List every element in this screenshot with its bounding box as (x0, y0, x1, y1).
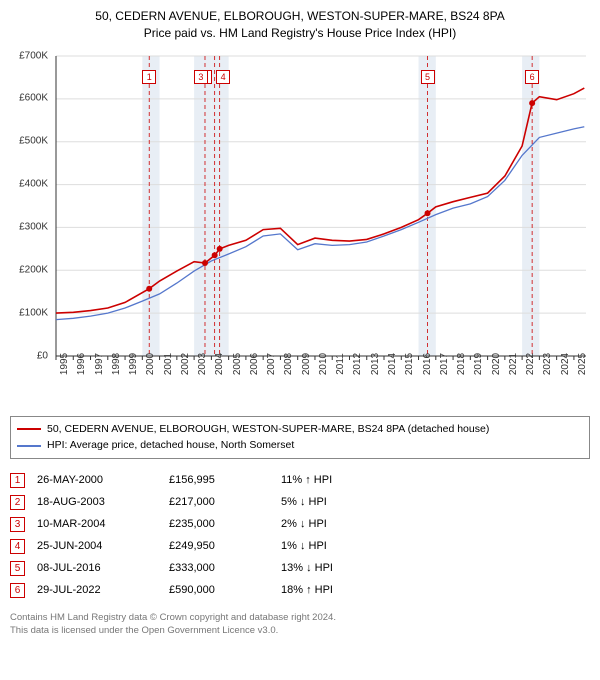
sale-marker-box: 4 (216, 70, 230, 84)
x-axis-label: 2020 (491, 352, 502, 374)
x-axis-label: 2006 (249, 352, 260, 374)
y-axis-label: £600K (8, 93, 48, 104)
x-axis-label: 2010 (318, 352, 329, 374)
y-axis-label: £0 (8, 350, 48, 361)
sale-marker-box: 6 (525, 70, 539, 84)
tx-number-box: 4 (10, 539, 25, 554)
tx-date: 25-JUN-2004 (37, 540, 157, 552)
legend-swatch (17, 428, 41, 430)
tx-price: £590,000 (169, 584, 269, 596)
y-axis-label: £200K (8, 264, 48, 275)
x-axis-label: 2009 (301, 352, 312, 374)
sale-marker-box: 1 (142, 70, 156, 84)
legend-item-hpi: HPI: Average price, detached house, Nort… (17, 437, 583, 454)
x-axis-label: 2022 (525, 352, 536, 374)
x-axis-label: 2021 (508, 352, 519, 374)
x-axis-label: 2017 (439, 352, 450, 374)
tx-number-box: 1 (10, 473, 25, 488)
y-axis-label: £300K (8, 222, 48, 233)
x-axis-label: 2005 (232, 352, 243, 374)
tx-diff: 5% ↓ HPI (281, 496, 381, 508)
x-axis-label: 2024 (560, 352, 571, 374)
tx-price: £235,000 (169, 518, 269, 530)
tx-price: £333,000 (169, 562, 269, 574)
x-axis-label: 2011 (335, 353, 346, 375)
tx-price: £217,000 (169, 496, 269, 508)
tx-date: 08-JUL-2016 (37, 562, 157, 574)
x-axis-label: 1995 (59, 352, 70, 374)
x-axis-label: 2000 (145, 352, 156, 374)
x-axis-label: 2001 (163, 352, 174, 374)
x-axis-label: 2014 (387, 352, 398, 374)
tx-diff: 18% ↑ HPI (281, 584, 381, 596)
x-axis-label: 2013 (370, 352, 381, 374)
legend-swatch (17, 445, 41, 447)
tx-price: £249,950 (169, 540, 269, 552)
x-axis-label: 2018 (456, 352, 467, 374)
y-axis-label: £700K (8, 50, 48, 61)
price-chart: £0 £100K £200K £300K £400K £500K £600K £700K 199… (10, 48, 590, 408)
legend-label: 50, CEDERN AVENUE, ELBOROUGH, WESTON-SUP… (47, 421, 489, 438)
title-line2: Price paid vs. HM Land Registry's House … (10, 25, 590, 42)
transaction-table: 1 26-MAY-2000 £156,995 11% ↑ HPI 2 18-AUG-200… (10, 469, 590, 601)
sale-marker-box: 3 (194, 70, 208, 84)
x-axis-label: 2012 (352, 352, 363, 374)
chart-title: 50, CEDERN AVENUE, ELBOROUGH, WESTON-SUP… (10, 8, 590, 42)
tx-date: 26-MAY-2000 (37, 474, 157, 486)
tx-date: 10-MAR-2004 (37, 518, 157, 530)
x-axis-label: 1997 (94, 352, 105, 374)
legend-item-property: 50, CEDERN AVENUE, ELBOROUGH, WESTON-SUP… (17, 421, 583, 438)
tx-diff: 2% ↓ HPI (281, 518, 381, 530)
x-axis-label: 2015 (404, 352, 415, 374)
footer: Contains HM Land Registry data © Crown c… (10, 611, 590, 638)
tx-date: 18-AUG-2003 (37, 496, 157, 508)
tx-diff: 13% ↓ HPI (281, 562, 381, 574)
x-axis-label: 2007 (266, 352, 277, 374)
y-axis-label: £400K (8, 179, 48, 190)
y-axis-label: £100K (8, 307, 48, 318)
title-line1: 50, CEDERN AVENUE, ELBOROUGH, WESTON-SUP… (10, 8, 590, 25)
sale-marker-box: 5 (421, 70, 435, 84)
tx-price: £156,995 (169, 474, 269, 486)
x-axis-label: 2008 (283, 352, 294, 374)
legend-label: HPI: Average price, detached house, Nort… (47, 437, 294, 454)
x-axis-label: 2025 (577, 352, 588, 374)
tx-number-box: 5 (10, 561, 25, 576)
x-axis-label: 1998 (111, 352, 122, 374)
table-row: 3 10-MAR-2004 £235,000 2% ↓ HPI (10, 513, 590, 535)
table-row: 4 25-JUN-2004 £249,950 1% ↓ HPI (10, 535, 590, 557)
table-row: 6 29-JUL-2022 £590,000 18% ↑ HPI (10, 579, 590, 601)
table-row: 1 26-MAY-2000 £156,995 11% ↑ HPI (10, 469, 590, 491)
legend: 50, CEDERN AVENUE, ELBOROUGH, WESTON-SUP… (10, 416, 590, 460)
x-axis-label: 2003 (197, 352, 208, 374)
tx-diff: 1% ↓ HPI (281, 540, 381, 552)
x-axis-label: 2019 (473, 352, 484, 374)
table-row: 5 08-JUL-2016 £333,000 13% ↓ HPI (10, 557, 590, 579)
x-axis-label: 1999 (128, 352, 139, 374)
footer-line2: This data is licensed under the Open Gov… (10, 624, 590, 637)
y-axis-label: £500K (8, 136, 48, 147)
tx-diff: 11% ↑ HPI (281, 474, 381, 486)
table-row: 2 18-AUG-2003 £217,000 5% ↓ HPI (10, 491, 590, 513)
tx-number-box: 3 (10, 517, 25, 532)
tx-date: 29-JUL-2022 (37, 584, 157, 596)
tx-number-box: 2 (10, 495, 25, 510)
x-axis-label: 2023 (542, 352, 553, 374)
x-axis-label: 2004 (214, 352, 225, 374)
x-axis-label: 2016 (422, 352, 433, 374)
x-axis-label: 1996 (76, 352, 87, 374)
footer-line1: Contains HM Land Registry data © Crown c… (10, 611, 590, 624)
x-axis-label: 2002 (180, 352, 191, 374)
tx-number-box: 6 (10, 583, 25, 598)
